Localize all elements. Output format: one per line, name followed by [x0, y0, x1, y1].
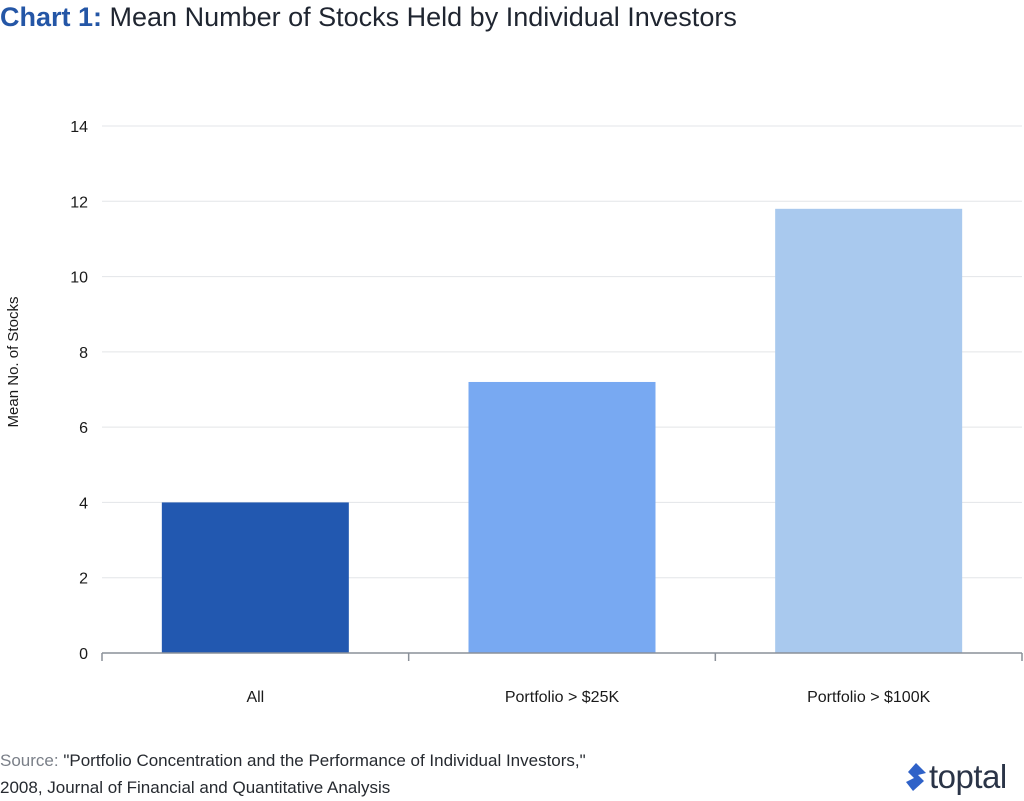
- bar: [468, 381, 656, 653]
- x-axis-labels: All Portfolio > $25K Portfolio > $100K: [246, 689, 930, 706]
- source-line-2: 2008, Journal of Financial and Quantitat…: [0, 778, 391, 797]
- source-note: Source: "Portfolio Concentration and the…: [0, 747, 586, 801]
- y-tick-label: 10: [70, 270, 88, 287]
- source-line-1: "Portfolio Concentration and the Perform…: [63, 751, 586, 770]
- y-tick-label: 6: [79, 420, 88, 437]
- bar: [161, 502, 349, 653]
- bar: [775, 208, 963, 654]
- x-tick-label: All: [246, 689, 264, 706]
- y-tick-label: 2: [79, 571, 88, 588]
- y-tick-label: 12: [70, 194, 88, 211]
- x-tick-label: Portfolio > $100K: [807, 689, 931, 706]
- y-axis-label: Mean No. of Stocks: [5, 297, 22, 428]
- source-label: Source:: [0, 751, 59, 770]
- chart-title: Chart 1: Mean Number of Stocks Held by I…: [0, 2, 737, 33]
- x-axis: [101, 652, 1023, 661]
- bar-chart: 0 2 4 6 8 10 12 14 All Portfolio > $25K Portfolio…: [5, 119, 1023, 706]
- y-tick-label: 4: [79, 495, 88, 512]
- toptal-logo-icon: [906, 763, 926, 791]
- chart-title-text: Mean Number of Stocks Held by Individual…: [109, 2, 737, 32]
- y-tick-label: 8: [79, 345, 88, 362]
- y-axis-ticks: 0 2 4 6 8 10 12 14: [70, 119, 88, 663]
- y-tick-label: 0: [79, 646, 88, 663]
- chart-number: Chart 1:: [0, 2, 103, 32]
- brand-name: toptal: [929, 758, 1007, 795]
- x-tick-label: Portfolio > $25K: [505, 689, 620, 706]
- bars: [161, 208, 963, 654]
- y-tick-label: 14: [70, 119, 88, 136]
- toptal-logo: toptal: [905, 758, 1007, 796]
